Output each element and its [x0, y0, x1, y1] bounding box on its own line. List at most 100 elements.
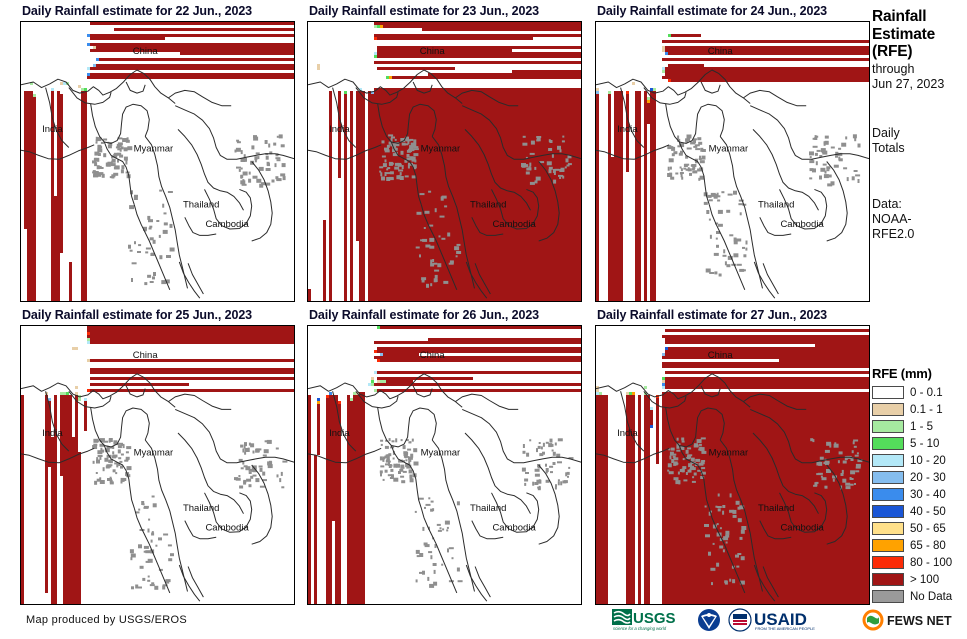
- legend-label: 0 - 0.1: [910, 386, 943, 399]
- map-credit: Map produced by USGS/EROS: [26, 614, 187, 626]
- svg-text:India: India: [329, 124, 350, 135]
- legend-swatch: [872, 471, 904, 484]
- legend-swatch: [872, 454, 904, 467]
- usgs-logo: USGS science for a changing world: [612, 609, 676, 631]
- legend-label: 50 - 65: [910, 522, 946, 535]
- svg-text:Cambodia: Cambodia: [492, 219, 536, 230]
- legend-label: 65 - 80: [910, 539, 946, 552]
- legend-row: No Data: [872, 588, 967, 605]
- svg-text:China: China: [133, 46, 159, 57]
- panel-title-1: Daily Rainfall estimate for 22 Jun., 202…: [22, 4, 253, 18]
- panel-title-3: Daily Rainfall estimate for 24 Jun., 202…: [597, 4, 828, 18]
- legend-row: 65 - 80: [872, 537, 967, 554]
- legend-label: No Data: [910, 590, 953, 603]
- legend-swatch: [872, 505, 904, 518]
- legend-row: 5 - 10: [872, 435, 967, 452]
- svg-text:Thailand: Thailand: [183, 503, 219, 514]
- legend-swatch: [872, 437, 904, 450]
- svg-text:Thailand: Thailand: [470, 200, 506, 211]
- sidebar-title-line3: (RFE): [872, 43, 913, 60]
- svg-text:Cambodia: Cambodia: [205, 522, 249, 533]
- svg-text:India: India: [617, 124, 638, 135]
- svg-text:FEWS NET: FEWS NET: [887, 614, 952, 628]
- svg-text:Cambodia: Cambodia: [205, 219, 249, 230]
- data-source-line3: RFE2.0: [872, 226, 915, 241]
- rainfall-map-3[interactable]: China India Myanmar Thailand Cambodia: [595, 21, 870, 302]
- panel-title-2: Daily Rainfall estimate for 23 Jun., 202…: [309, 4, 540, 18]
- svg-text:China: China: [420, 46, 446, 57]
- legend-row: 30 - 40: [872, 486, 967, 503]
- svg-text:China: China: [708, 350, 734, 361]
- svg-text:Thailand: Thailand: [470, 503, 506, 514]
- legend-label: 80 - 100: [910, 556, 953, 569]
- through-date: Jun 27, 2023: [872, 76, 945, 91]
- panel-title-6: Daily Rainfall estimate for 27 Jun., 202…: [597, 308, 828, 322]
- legend-swatch: [872, 386, 904, 399]
- legend-row: 10 - 20: [872, 452, 967, 469]
- legend-row: 0 - 0.1: [872, 384, 967, 401]
- sidebar-info: Rainfall Estimate (RFE) through Jun 27, …: [872, 8, 967, 242]
- panel-title-4: Daily Rainfall estimate for 25 Jun., 202…: [22, 308, 253, 322]
- data-source-line2: NOAA-: [872, 211, 912, 226]
- usaid-logo: USAID FROM THE AMERICAN PEOPLE: [728, 608, 815, 632]
- svg-text:Thailand: Thailand: [758, 200, 794, 211]
- legend-label: 5 - 10: [910, 437, 940, 450]
- svg-text:USGS: USGS: [633, 610, 676, 627]
- svg-text:China: China: [420, 350, 446, 361]
- legend-swatch: [872, 420, 904, 433]
- rainfall-map-2[interactable]: China India Myanmar Thailand Cambodia: [307, 21, 582, 302]
- svg-text:Cambodia: Cambodia: [780, 522, 824, 533]
- legend-row: 80 - 100: [872, 554, 967, 571]
- svg-text:China: China: [708, 46, 734, 57]
- svg-text:Myanmar: Myanmar: [709, 144, 749, 155]
- legend-label: 1 - 5: [910, 420, 934, 433]
- legend-swatch: [872, 573, 904, 586]
- sidebar-title: Rainfall Estimate (RFE): [872, 8, 967, 61]
- rainfall-map-4[interactable]: China India Myanmar Thailand Cambodia: [20, 325, 295, 605]
- legend-swatch: [872, 556, 904, 569]
- svg-text:India: India: [617, 428, 638, 439]
- legend-label: > 100: [910, 573, 940, 586]
- svg-text:FROM THE AMERICAN PEOPLE: FROM THE AMERICAN PEOPLE: [755, 626, 815, 631]
- through-label: through: [872, 61, 915, 76]
- legend-title: RFE (mm): [872, 366, 932, 381]
- legend-row: 0.1 - 1: [872, 401, 967, 418]
- svg-text:China: China: [133, 350, 159, 361]
- panel-title-5: Daily Rainfall estimate for 26 Jun., 202…: [309, 308, 540, 322]
- legend-row: 1 - 5: [872, 418, 967, 435]
- svg-text:Myanmar: Myanmar: [134, 144, 174, 155]
- legend-label: 10 - 20: [910, 454, 946, 467]
- legend-swatch: [872, 488, 904, 501]
- rainfall-map-5[interactable]: China India Myanmar Thailand Cambodia: [307, 325, 582, 605]
- legend-swatch: [872, 403, 904, 416]
- legend-row: 50 - 65: [872, 520, 967, 537]
- rainfall-map-1[interactable]: China India Myanmar Thailand Cambodia: [20, 21, 295, 302]
- sidebar-title-line1: Rainfall: [872, 8, 927, 25]
- legend-label: 40 - 50: [910, 505, 946, 518]
- noaa-logo: [698, 609, 720, 631]
- svg-text:Myanmar: Myanmar: [134, 447, 174, 458]
- rainfall-map-6[interactable]: China India Myanmar Thailand Cambodia: [595, 325, 870, 605]
- sidebar-title-line2: Estimate: [872, 25, 936, 43]
- svg-text:India: India: [42, 124, 63, 135]
- svg-text:Cambodia: Cambodia: [492, 522, 536, 533]
- legend-swatch: [872, 539, 904, 552]
- legend-swatch: [872, 522, 904, 535]
- svg-text:India: India: [42, 428, 63, 439]
- agency-logos: USGS science for a changing world USAID …: [612, 608, 953, 632]
- svg-text:Thailand: Thailand: [758, 503, 794, 514]
- svg-text:Thailand: Thailand: [183, 200, 219, 211]
- rfe-legend: RFE (mm) 0 - 0.1 0.1 - 1 1 - 5 5 - 10 10 - 2…: [872, 366, 967, 605]
- legend-row: > 100: [872, 571, 967, 588]
- totals-line1: Daily: [872, 125, 900, 140]
- svg-text:science for a changing world: science for a changing world: [613, 626, 667, 631]
- data-source-label: Data:: [872, 196, 902, 211]
- legend-row: 20 - 30: [872, 469, 967, 486]
- svg-text:Myanmar: Myanmar: [421, 144, 461, 155]
- totals-line2: Totals: [872, 140, 905, 155]
- legend-label: 0.1 - 1: [910, 403, 943, 416]
- fewsnet-logo: FEWS NET: [862, 609, 952, 631]
- legend-label: 30 - 40: [910, 488, 946, 501]
- legend-label: 20 - 30: [910, 471, 946, 484]
- svg-text:USAID: USAID: [754, 610, 807, 629]
